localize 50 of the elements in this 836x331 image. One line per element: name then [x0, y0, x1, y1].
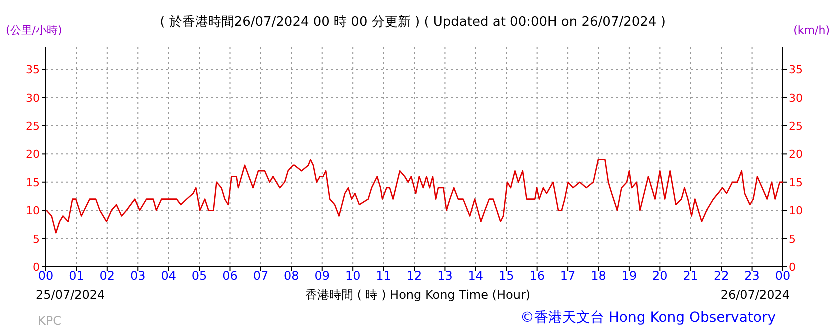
- y-tick-label: 30: [26, 92, 40, 105]
- text: 25/07/2024: [36, 288, 106, 302]
- x-tick-label: 05: [192, 269, 208, 283]
- x-tick-label: 15: [498, 269, 514, 283]
- x-tick-label: 13: [438, 269, 453, 283]
- y-tick-label: 20: [26, 148, 40, 162]
- x-tick-label: 01: [69, 269, 84, 283]
- x-tick-label: 20: [652, 269, 668, 283]
- x-tick-label: 12: [406, 269, 422, 283]
- x-tick-label: 16: [530, 269, 545, 283]
- x-tick-label: 09: [314, 269, 330, 283]
- x-tick-label: 04: [161, 269, 176, 283]
- chart-title: ( 於香港時間26/07/2024 00 時 00 分更新 ) ( Updated at 00:00H on 26/07/2024 ): [160, 15, 666, 30]
- x-axis-title: 香港時間 ( 時 ) Hong Kong Time (Hour): [305, 288, 531, 302]
- y-tick-label: 35: [26, 64, 40, 77]
- text: KPC: [38, 314, 62, 328]
- x-tick-label: 08: [284, 269, 300, 283]
- x-tick-label: 00: [775, 269, 791, 283]
- x-tick-label: 21: [683, 269, 699, 283]
- y-tick-label: 0: [33, 261, 40, 274]
- y2-tick-label: 30: [789, 92, 803, 105]
- x-tick-label: 18: [591, 269, 606, 283]
- x-tick-label: 22: [714, 269, 730, 283]
- y2-tick-label: 5: [789, 232, 796, 246]
- x-tick-label: 07: [253, 269, 269, 283]
- x-tick-label: 23: [744, 269, 760, 283]
- text: 26/07/2024: [720, 288, 790, 302]
- x-tick-label: 14: [468, 269, 484, 283]
- x-tick-label: 19: [622, 269, 638, 283]
- y-tick-label: 5: [33, 232, 40, 246]
- x-tick-label: 02: [100, 269, 116, 283]
- x-tick-label: 10: [345, 269, 361, 283]
- y2-tick-label: 10: [789, 204, 803, 218]
- y-tick-label: 10: [26, 204, 40, 218]
- text: ©香港天文台 Hong Kong Observatory: [520, 310, 776, 326]
- y2-tick-label: 25: [789, 120, 803, 133]
- y2-tick-label: 35: [789, 64, 803, 77]
- x-tick-label: 00: [38, 269, 54, 283]
- y-axis-title: (公里/小時): [6, 24, 62, 37]
- x-tick-label: 17: [560, 269, 576, 283]
- y-tick-label: 25: [26, 120, 40, 133]
- y2-tick-label: 20: [789, 148, 803, 162]
- x-tick-label: 03: [130, 269, 146, 283]
- line-series: [46, 159, 784, 234]
- x-tick-label: 06: [222, 269, 238, 283]
- y2-axis-title: (km/h): [794, 24, 830, 37]
- x-tick-label: 11: [376, 269, 392, 283]
- y2-tick-label: 0: [789, 261, 796, 274]
- y2-tick-label: 15: [789, 176, 803, 190]
- y-tick-label: 15: [26, 176, 40, 190]
